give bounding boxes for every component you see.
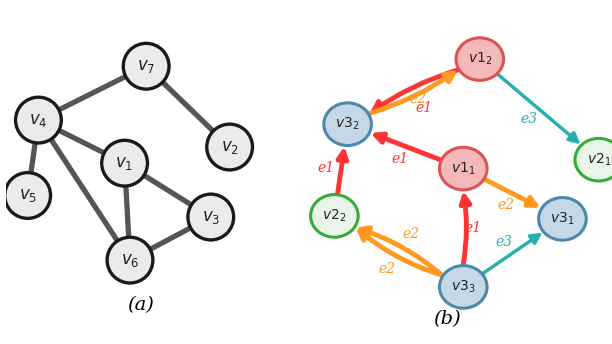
Text: (b): (b) <box>433 310 461 328</box>
Circle shape <box>207 124 253 170</box>
Text: e2: e2 <box>409 92 427 106</box>
Text: $v_{5}$: $v_{5}$ <box>18 187 37 204</box>
Text: e2: e2 <box>497 198 514 212</box>
Text: e1: e1 <box>415 101 432 115</box>
Text: e1: e1 <box>318 161 335 175</box>
Text: $v3_{2}$: $v3_{2}$ <box>335 116 360 132</box>
Text: $v_{7}$: $v_{7}$ <box>137 58 155 75</box>
Circle shape <box>439 147 487 190</box>
Text: $v1_{1}$: $v1_{1}$ <box>451 160 476 177</box>
Circle shape <box>188 194 234 240</box>
Circle shape <box>107 237 153 283</box>
Text: $v_{1}$: $v_{1}$ <box>116 155 133 172</box>
Circle shape <box>575 138 612 181</box>
Circle shape <box>456 38 504 80</box>
Text: $v3_{1}$: $v3_{1}$ <box>550 211 575 227</box>
Circle shape <box>439 266 487 308</box>
Circle shape <box>102 140 147 186</box>
Text: e1: e1 <box>391 152 408 165</box>
Text: e3: e3 <box>521 112 538 126</box>
Circle shape <box>5 173 51 218</box>
Circle shape <box>15 97 61 143</box>
Text: $v2_{2}$: $v2_{2}$ <box>322 208 346 224</box>
Text: (a): (a) <box>127 296 154 314</box>
Text: $v_{6}$: $v_{6}$ <box>121 251 139 269</box>
Text: $v3_{3}$: $v3_{3}$ <box>451 279 476 295</box>
Text: $v_{3}$: $v_{3}$ <box>201 208 220 226</box>
Text: e1: e1 <box>465 221 482 235</box>
Circle shape <box>539 197 586 240</box>
Text: $v_{4}$: $v_{4}$ <box>29 111 48 129</box>
Text: $v1_{2}$: $v1_{2}$ <box>468 51 492 67</box>
Text: e3: e3 <box>495 235 512 249</box>
Text: e2: e2 <box>402 227 419 241</box>
Text: $v_{2}$: $v_{2}$ <box>220 139 239 155</box>
Text: $v2_{1}$: $v2_{1}$ <box>586 151 611 168</box>
Text: e2: e2 <box>378 261 395 276</box>
Circle shape <box>324 103 371 146</box>
Circle shape <box>123 43 169 89</box>
Circle shape <box>311 195 358 237</box>
